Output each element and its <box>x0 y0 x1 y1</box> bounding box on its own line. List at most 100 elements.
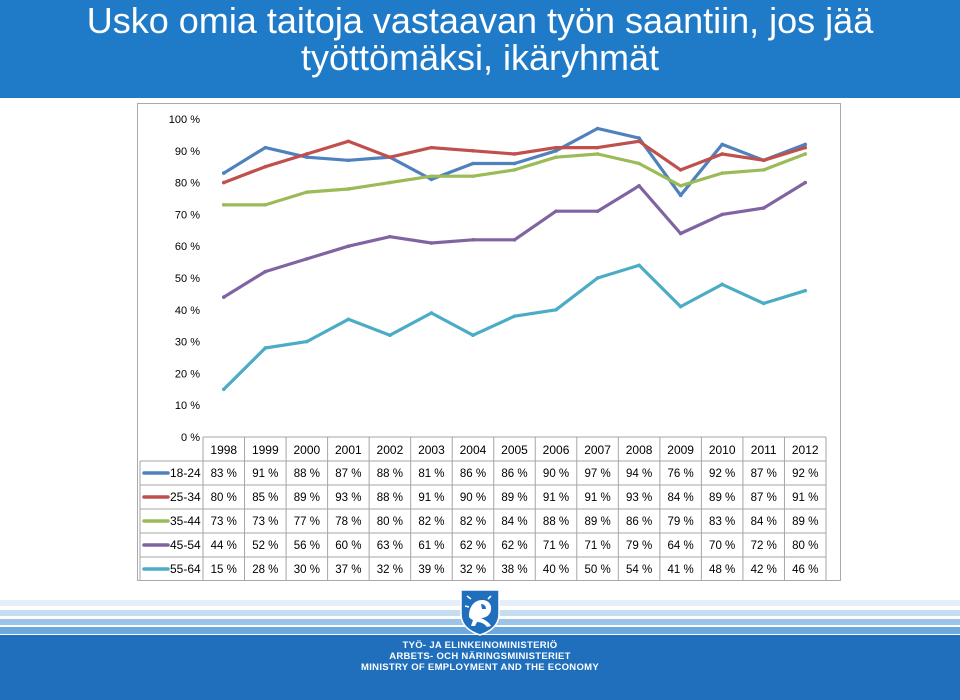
data-point <box>678 304 683 309</box>
data-point <box>512 238 517 242</box>
x-tick-label: 2003 <box>418 443 445 457</box>
x-tick-label: 2001 <box>335 443 362 457</box>
data-label: 54 % <box>626 564 652 576</box>
data-point <box>678 193 683 198</box>
x-tick-label: 2011 <box>751 443 777 457</box>
data-label: 86 % <box>460 468 486 480</box>
data-label: 38 % <box>501 564 527 576</box>
data-label: 88 % <box>377 492 403 504</box>
data-label: 37 % <box>335 564 361 576</box>
finnish-lion-crest-icon <box>460 589 500 636</box>
data-label: 60 % <box>335 540 361 552</box>
data-point <box>761 301 766 306</box>
data-point <box>263 346 268 350</box>
data-point <box>637 183 641 188</box>
data-point <box>761 168 766 172</box>
data-label: 79 % <box>668 516 694 528</box>
data-label: 52 % <box>252 540 278 552</box>
data-point <box>471 161 475 166</box>
data-point <box>388 180 392 185</box>
y-tick-label: 60 % <box>175 241 200 253</box>
data-label: 32 % <box>377 564 403 576</box>
data-label: 80 % <box>377 516 403 528</box>
data-label: 87 % <box>751 492 777 504</box>
data-point <box>720 171 724 175</box>
data-label: 84 % <box>501 516 527 528</box>
data-label: 61 % <box>418 540 444 552</box>
data-point <box>512 161 517 166</box>
data-label: 88 % <box>377 468 403 480</box>
x-tick-label: 2000 <box>293 443 320 457</box>
x-tick-label: 2002 <box>377 443 404 457</box>
data-label: 89 % <box>792 516 818 528</box>
data-label: 93 % <box>335 492 361 504</box>
data-label: 88 % <box>543 516 569 528</box>
data-label: 15 % <box>211 564 237 576</box>
line-chart: 0 % 10 % 20 % 30 % 40 % 50 % 60 % 70 % 80 % 90 % 1… <box>139 114 827 580</box>
data-label: 32 % <box>460 564 486 576</box>
data-label: 64 % <box>668 540 694 552</box>
title-line-1: Usko omia taitoja vastaavan työn saantii… <box>86 0 874 41</box>
data-point <box>637 263 641 268</box>
data-label: 63 % <box>377 540 403 552</box>
data-point <box>803 152 808 156</box>
y-tick-label: 90 % <box>175 146 200 158</box>
data-label: 72 % <box>751 540 777 552</box>
data-label: 40 % <box>543 564 569 576</box>
data-label: 89 % <box>584 516 610 528</box>
data-label: 82 % <box>460 516 486 528</box>
data-point <box>554 155 558 159</box>
y-tick-label: 20 % <box>175 368 200 380</box>
data-point <box>554 149 558 153</box>
data-point <box>720 142 724 147</box>
y-tick-label: 30 % <box>175 337 200 349</box>
data-point <box>471 174 475 179</box>
data-point <box>221 171 226 175</box>
data-label: 28 % <box>252 564 278 576</box>
data-label: 77 % <box>294 516 320 528</box>
data-label: 73 % <box>211 516 237 528</box>
x-tick-label: 2007 <box>584 443 611 457</box>
data-label: 80 % <box>792 540 818 552</box>
data-label: 87 % <box>751 468 777 480</box>
data-label: 91 % <box>418 492 444 504</box>
data-point <box>512 152 517 156</box>
x-tick-label: 2005 <box>501 443 528 457</box>
data-point <box>595 276 600 280</box>
data-point <box>637 139 641 144</box>
data-label: 90 % <box>460 492 486 504</box>
data-point <box>761 206 766 210</box>
data-label: 92 % <box>709 468 735 480</box>
x-tick-label: 1998 <box>210 443 237 457</box>
data-label: 93 % <box>626 492 652 504</box>
data-point <box>471 149 475 153</box>
data-label: 83 % <box>709 516 735 528</box>
data-label: 89 % <box>501 492 527 504</box>
data-label: 30 % <box>294 564 320 576</box>
data-label: 85 % <box>252 492 278 504</box>
data-label: 44 % <box>211 540 237 552</box>
data-point <box>637 161 641 166</box>
series-line-55-64 <box>222 263 807 391</box>
data-point <box>221 295 226 299</box>
data-point <box>346 187 351 191</box>
data-label: 70 % <box>709 540 735 552</box>
data-point <box>221 180 226 185</box>
data-point <box>471 333 475 338</box>
y-tick-label: 80 % <box>175 178 200 190</box>
data-label: 84 % <box>668 492 694 504</box>
legend-label: 35-44 <box>170 514 201 528</box>
data-point <box>720 212 724 217</box>
data-label: 76 % <box>668 468 694 480</box>
legend-label: 18-24 <box>170 466 201 480</box>
y-tick-label: 40 % <box>175 305 200 317</box>
y-tick-label: 70 % <box>175 209 200 221</box>
legend-label: 45-54 <box>170 538 201 552</box>
y-tick-label: 50 % <box>175 273 200 285</box>
data-point <box>429 174 434 179</box>
data-label: 83 % <box>211 468 237 480</box>
data-point <box>595 209 600 214</box>
data-point <box>678 168 683 172</box>
data-point <box>305 152 309 156</box>
data-label: 97 % <box>584 468 610 480</box>
